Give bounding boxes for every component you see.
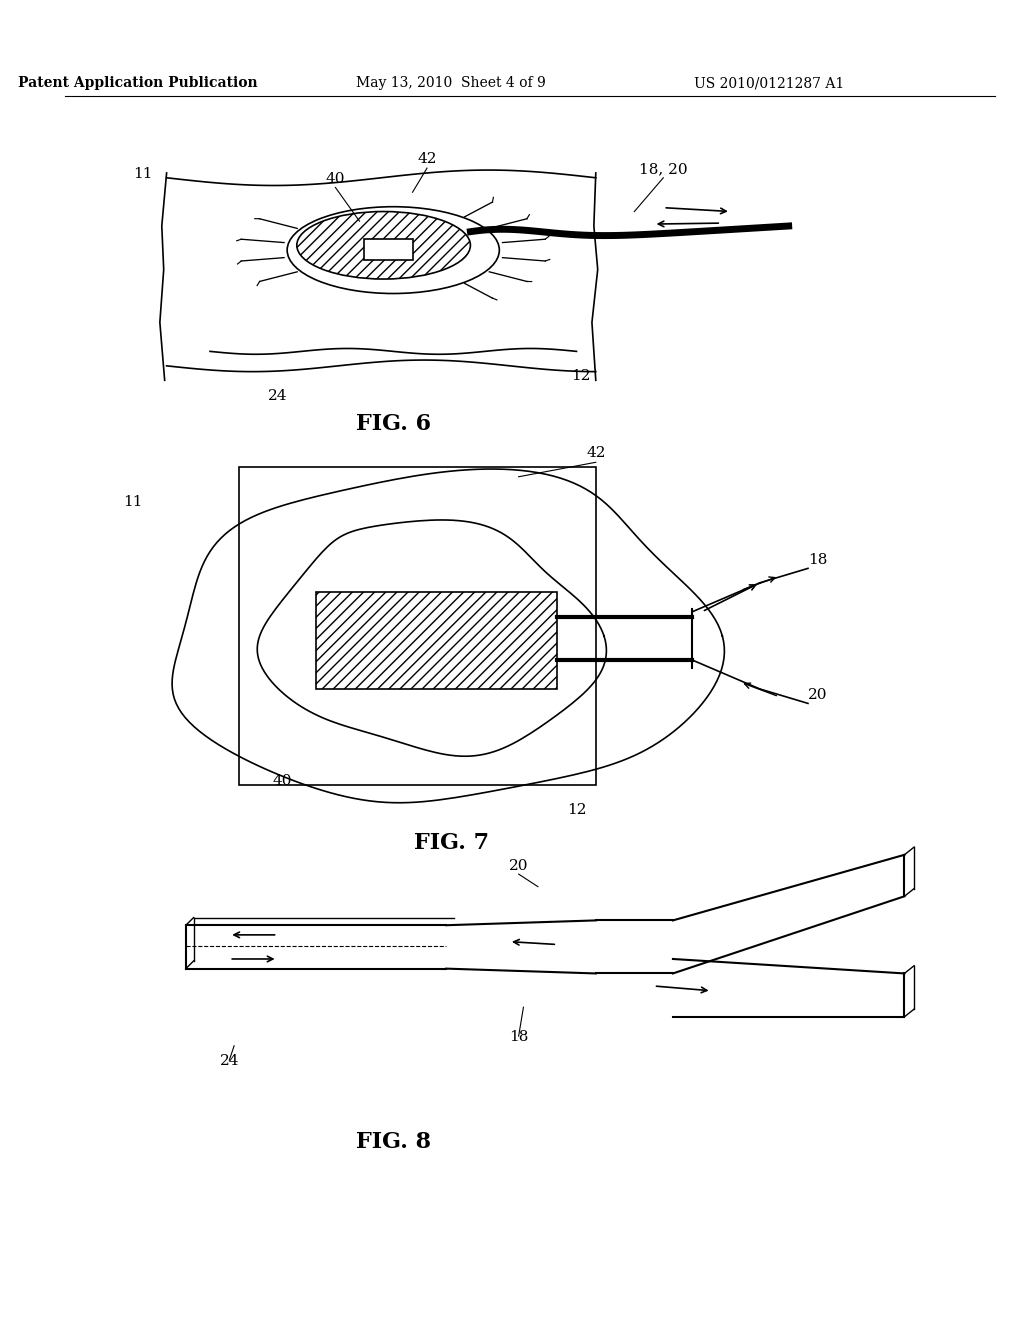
Text: 42: 42 [586, 446, 605, 461]
Text: 24: 24 [267, 388, 288, 403]
Text: 40: 40 [326, 172, 345, 186]
Text: FIG. 7: FIG. 7 [414, 832, 488, 854]
Text: FIG. 6: FIG. 6 [355, 413, 431, 434]
FancyBboxPatch shape [316, 593, 557, 689]
Text: May 13, 2010  Sheet 4 of 9: May 13, 2010 Sheet 4 of 9 [356, 77, 546, 90]
Text: 12: 12 [571, 370, 591, 383]
Text: Patent Application Publication: Patent Application Publication [17, 77, 257, 90]
Text: 20: 20 [808, 688, 827, 701]
Text: FIG. 8: FIG. 8 [355, 1131, 431, 1154]
Text: 18, 20: 18, 20 [639, 162, 687, 176]
Text: 11: 11 [133, 166, 153, 181]
Text: 24: 24 [219, 1055, 239, 1068]
Text: 12: 12 [566, 804, 587, 817]
Text: US 2010/0121287 A1: US 2010/0121287 A1 [694, 77, 845, 90]
Text: 11: 11 [123, 495, 142, 508]
Text: 20: 20 [509, 859, 528, 874]
Text: 18: 18 [509, 1030, 528, 1044]
Ellipse shape [297, 211, 470, 279]
Text: 18: 18 [808, 553, 827, 566]
Text: 40: 40 [272, 775, 292, 788]
FancyBboxPatch shape [365, 239, 413, 260]
Text: 42: 42 [417, 152, 437, 166]
